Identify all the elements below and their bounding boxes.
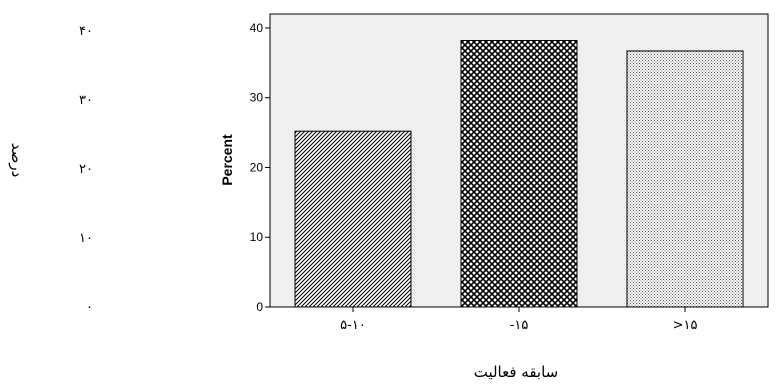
persian-y-tick-label: ۱۰ <box>79 231 93 246</box>
bar <box>460 40 578 308</box>
persian-y-tick-label: ۴۰ <box>79 24 93 39</box>
x-tick-label: >۱۵ <box>673 318 698 333</box>
x-axis-title: سابقه فعالیت <box>474 363 559 381</box>
y-tick-label: 10 <box>250 230 264 244</box>
y-axis-title: Percent <box>219 134 235 186</box>
bar <box>626 50 744 308</box>
y-tick-label: 40 <box>250 21 264 35</box>
y-tick-label: 30 <box>250 91 264 105</box>
y-tick-label: 0 <box>256 300 263 314</box>
x-tick-label: ۵-۱۰ <box>340 318 366 333</box>
bar <box>294 130 412 308</box>
y-axis: 0 10 20 30 40 <box>250 21 270 314</box>
persian-y-tick-label: ۰ <box>86 300 93 315</box>
x-tick-label: -۱۵ <box>510 318 529 333</box>
y-tick-label: 20 <box>250 160 264 174</box>
bar-series <box>294 40 744 308</box>
persian-y-axis-title: درصد <box>8 143 26 178</box>
x-axis: ۵-۱۰ -۱۵ >۱۵ <box>340 307 697 333</box>
persian-y-axis: ۰ ۱۰ ۲۰ ۳۰ ۴۰ <box>79 24 93 315</box>
persian-y-tick-label: ۳۰ <box>79 93 93 108</box>
persian-y-tick-label: ۲۰ <box>79 162 93 177</box>
